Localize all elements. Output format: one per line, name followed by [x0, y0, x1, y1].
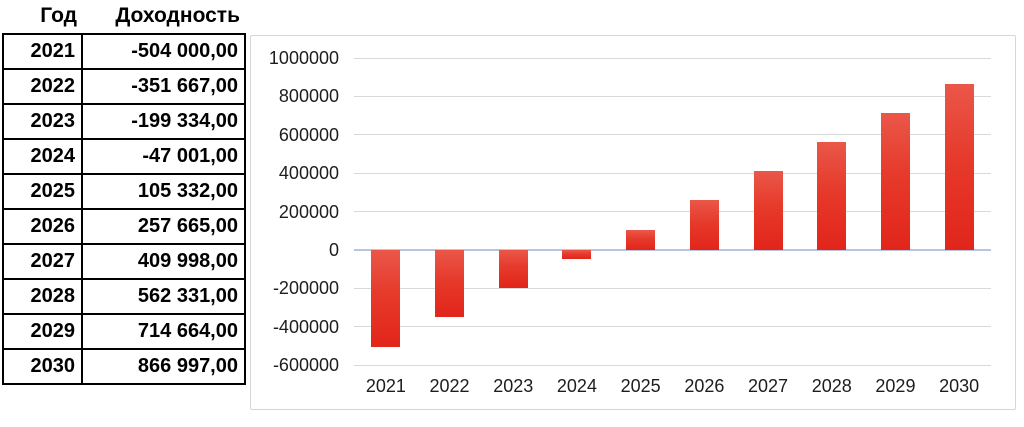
x-axis-tick-label: 2022	[429, 376, 470, 396]
table-row: 2024 -47 001,00	[2, 138, 246, 175]
x-axis-tick-label: 2026	[684, 376, 725, 396]
year-cell: 2027	[2, 243, 83, 280]
bar-2024	[562, 249, 592, 259]
y-axis-tick-label: 400000	[278, 163, 339, 184]
bar-2027	[753, 171, 783, 250]
bar-2025	[626, 229, 656, 250]
zero-axis-line	[354, 248, 991, 251]
bar-2029	[880, 112, 910, 250]
year-cell: 2028	[2, 278, 83, 315]
header-row: Год Доходность	[3, 2, 245, 34]
yield-table-header: Год Доходность	[3, 2, 245, 34]
year-cell: 2025	[2, 173, 83, 210]
y-axis-tick-label: 0	[328, 239, 339, 260]
bar-2021	[371, 249, 401, 347]
yield-table-body: 2021 -504 000,00 2022 -351 667,00 2023 -199 3…	[2, 33, 246, 385]
y-axis-tick-label: 800000	[278, 86, 339, 107]
year-cell: 2023	[2, 103, 83, 140]
x-axis-tick-label: 2029	[875, 376, 916, 396]
table-row: 2027 409 998,00	[2, 243, 246, 280]
gridline	[354, 287, 991, 289]
table-row: 2028 562 331,00	[2, 278, 246, 315]
bar-2030	[944, 83, 974, 250]
x-axis-tick-label: 2024	[556, 376, 597, 396]
value-cell: -504 000,00	[81, 33, 246, 70]
table-row: 2022 -351 667,00	[2, 68, 246, 105]
y-axis-tick-label: 200000	[278, 201, 339, 222]
yield-table: Год Доходность 2021 -504 000,00 2022 -351 6…	[2, 2, 246, 385]
bar-2022	[435, 249, 465, 318]
year-cell: 2022	[2, 68, 83, 105]
x-axis-tick-label: 2021	[365, 376, 406, 396]
bar-2023	[498, 249, 528, 289]
x-axis-tick-label: 2023	[493, 376, 534, 396]
value-cell: -351 667,00	[81, 68, 246, 105]
value-cell: 257 665,00	[81, 208, 246, 245]
table-row: 2026 257 665,00	[2, 208, 246, 245]
table-row: 2023 -199 334,00	[2, 103, 246, 140]
x-axis-tick-label: 2027	[748, 376, 789, 396]
bar-2026	[689, 200, 719, 250]
table-row: 2021 -504 000,00	[2, 33, 246, 70]
bar-chart: 1000000 800000 600000 400000 200000 0 -200000 -…	[250, 35, 1016, 410]
table-row: 2029 714 664,00	[2, 313, 246, 350]
y-axis-tick-label: -600000	[272, 355, 339, 375]
gridline	[354, 57, 991, 59]
year-cell: 2024	[2, 138, 83, 175]
gridline	[354, 211, 991, 212]
table-row: 2030 866 997,00	[2, 348, 246, 385]
bar-2028	[817, 141, 847, 250]
year-cell: 2030	[2, 348, 83, 385]
value-cell: -47 001,00	[81, 138, 246, 175]
gridline	[354, 95, 991, 97]
value-cell: -199 334,00	[81, 103, 246, 140]
value-cell: 866 997,00	[81, 348, 246, 385]
y-axis-tick-label: -400000	[272, 316, 339, 337]
year-column-header: Год	[40, 4, 77, 27]
y-axis-tick-label: 1000000	[268, 48, 339, 68]
y-axis-tick-label: 600000	[278, 124, 339, 145]
x-axis-tick-label: 2025	[620, 376, 661, 396]
yield-column-header: Доходность	[115, 4, 240, 27]
x-axis-tick-label: 2028	[811, 376, 852, 396]
value-cell: 562 331,00	[81, 278, 246, 315]
year-cell: 2029	[2, 313, 83, 350]
gridline	[354, 326, 991, 328]
value-cell: 714 664,00	[81, 313, 246, 350]
table-row: 2025 105 332,00	[2, 173, 246, 210]
x-axis-tick-label: 2030	[939, 376, 980, 396]
value-cell: 409 998,00	[81, 243, 246, 280]
value-cell: 105 332,00	[81, 173, 246, 210]
gridline	[354, 364, 991, 366]
year-cell: 2021	[2, 33, 83, 70]
gridline	[354, 172, 991, 174]
year-cell: 2026	[2, 208, 83, 245]
y-axis-tick-label: -200000	[272, 278, 339, 299]
gridline	[354, 134, 991, 136]
